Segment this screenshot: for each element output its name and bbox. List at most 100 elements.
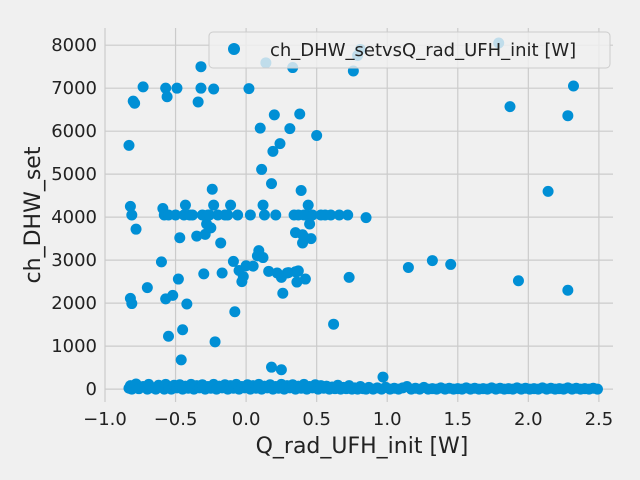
data-point xyxy=(342,209,354,221)
data-point xyxy=(254,122,266,134)
data-point xyxy=(186,209,198,221)
data-point xyxy=(591,383,603,395)
y-tick-label: 8000 xyxy=(51,35,97,56)
data-point xyxy=(129,97,141,109)
data-point xyxy=(567,80,579,92)
x-tick-label: 2.5 xyxy=(585,409,614,430)
data-point xyxy=(161,91,173,103)
y-tick-label: 2000 xyxy=(51,293,97,314)
y-tick-label: 5000 xyxy=(51,164,97,185)
data-point xyxy=(205,222,217,234)
data-point xyxy=(232,209,244,221)
data-point xyxy=(291,276,303,288)
data-point xyxy=(160,82,172,94)
data-point xyxy=(284,123,296,135)
data-point xyxy=(216,267,228,279)
data-point xyxy=(542,185,554,197)
data-point xyxy=(209,336,221,348)
data-point xyxy=(203,209,215,221)
legend-box xyxy=(208,31,611,69)
data-point xyxy=(294,108,306,120)
y-tick-label: 7000 xyxy=(51,78,97,99)
x-tick-label: 1.5 xyxy=(443,409,472,430)
data-point xyxy=(141,282,153,294)
data-point xyxy=(275,364,287,376)
data-point xyxy=(325,209,337,221)
data-point xyxy=(229,306,241,318)
legend-marker xyxy=(228,43,240,55)
data-point xyxy=(206,183,218,195)
data-point xyxy=(172,273,184,285)
data-point xyxy=(277,287,289,299)
data-point xyxy=(562,284,574,296)
data-point xyxy=(174,232,186,244)
data-point xyxy=(267,145,279,157)
x-tick-label: 0.5 xyxy=(302,409,331,430)
data-point xyxy=(328,318,340,330)
x-tick-label: 2.0 xyxy=(514,409,543,430)
x-tick-label: −1.0 xyxy=(83,409,127,430)
data-point xyxy=(126,209,138,221)
data-point xyxy=(243,83,255,95)
data-point xyxy=(170,209,182,221)
data-point xyxy=(225,199,237,211)
data-point xyxy=(360,212,372,224)
data-point xyxy=(268,109,280,121)
data-point xyxy=(258,209,270,221)
data-point xyxy=(402,261,414,273)
y-tick-label: 3000 xyxy=(51,250,97,271)
data-point xyxy=(181,298,193,310)
data-point xyxy=(208,83,220,95)
data-point xyxy=(198,268,210,280)
x-tick-label: −0.5 xyxy=(154,409,198,430)
x-tick-labels: −1.0 −0.5 0.0 0.5 1.0 1.5 2.0 2.5 xyxy=(83,409,613,430)
data-point xyxy=(124,200,136,212)
legend-label: ch_DHW_setvsQ_rad_UFH_init [W] xyxy=(270,40,576,61)
data-point xyxy=(257,252,269,264)
data-point xyxy=(179,199,191,211)
data-point xyxy=(274,138,286,150)
data-point xyxy=(512,275,524,287)
data-point xyxy=(426,255,438,267)
data-point xyxy=(377,371,389,383)
data-point xyxy=(155,256,167,268)
y-axis-label: ch_DHW_set xyxy=(21,146,46,283)
data-point xyxy=(227,255,239,267)
data-point xyxy=(266,361,278,373)
data-point xyxy=(195,82,207,94)
data-point xyxy=(292,265,304,277)
data-point xyxy=(167,289,179,301)
data-point xyxy=(445,258,457,270)
data-point xyxy=(504,101,516,113)
y-tick-label: 4000 xyxy=(51,207,97,228)
x-axis-label: Q_rad_UFH_init [W] xyxy=(256,434,469,459)
data-point xyxy=(270,209,282,221)
y-tick-label: 1000 xyxy=(51,336,97,357)
x-tick-label: 1.0 xyxy=(373,409,402,430)
data-point xyxy=(562,110,574,122)
data-point xyxy=(305,233,317,245)
data-point xyxy=(304,218,316,230)
data-point xyxy=(137,81,149,93)
data-point xyxy=(163,330,174,342)
data-point xyxy=(195,61,207,73)
y-tick-labels: 0 1000 2000 3000 4000 5000 6000 7000 8000 xyxy=(51,35,97,400)
data-point xyxy=(247,260,259,272)
x-tick-label: 0.0 xyxy=(232,409,261,430)
data-point xyxy=(257,199,269,211)
data-point xyxy=(302,199,314,211)
legend: ch_DHW_setvsQ_rad_UFH_init [W] xyxy=(208,31,611,69)
data-point xyxy=(311,129,323,141)
data-point xyxy=(191,230,203,242)
data-point xyxy=(126,298,138,310)
data-point xyxy=(215,237,227,249)
data-point xyxy=(222,209,234,221)
y-tick-label: 0 xyxy=(86,379,97,400)
data-point xyxy=(171,82,183,94)
data-point xyxy=(306,209,318,221)
y-tick-label: 6000 xyxy=(51,121,97,142)
data-point xyxy=(343,271,355,283)
data-point xyxy=(266,178,278,190)
data-point xyxy=(177,324,189,336)
